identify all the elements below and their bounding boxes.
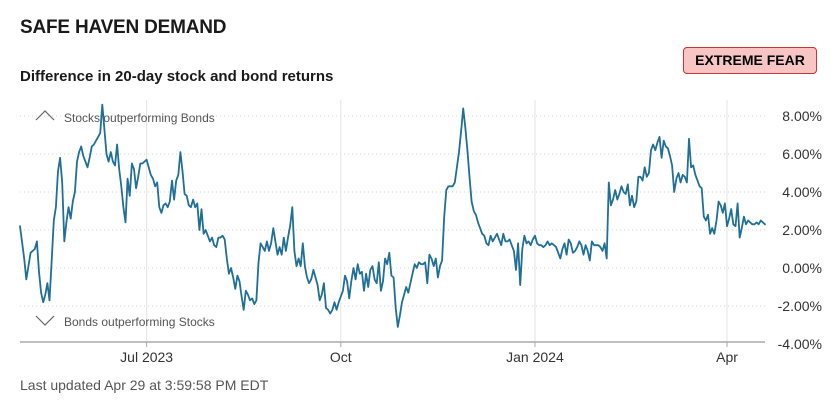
chart-subtitle: Difference in 20-day stock and bond retu… xyxy=(20,68,334,85)
chart-title: SAFE HAVEN DEMAND xyxy=(20,17,227,38)
fear-greed-badge: EXTREME FEAR xyxy=(683,47,817,74)
y-tick-label: 4.00% xyxy=(782,184,822,200)
annotation-lower: Bonds outperforming Stocks xyxy=(64,315,215,329)
y-tick-label: -2.00% xyxy=(778,298,822,314)
x-tick-label: Jul 2023 xyxy=(120,349,173,365)
x-tick-label: Oct xyxy=(330,349,352,365)
y-tick-label: 6.00% xyxy=(782,146,822,162)
y-tick-label: -4.00% xyxy=(778,336,822,352)
y-tick-label: 2.00% xyxy=(782,222,822,238)
y-axis: 8.00% 6.00% 4.00% 2.00% 0.00% -2.00% -4.00% xyxy=(778,108,822,352)
chevron-down-icon xyxy=(35,315,55,326)
chart-grid xyxy=(20,100,765,342)
x-axis: Jul 2023 Oct Jan 2024 Apr xyxy=(20,341,765,365)
x-tick-label: Apr xyxy=(716,349,738,365)
y-tick-label: 8.00% xyxy=(782,108,822,124)
series-line xyxy=(19,103,766,328)
x-tick-label: Jan 2024 xyxy=(506,349,564,365)
y-tick-label: 0.00% xyxy=(782,260,822,276)
chevron-up-icon xyxy=(35,110,55,121)
annotation-upper: Stocks outperforming Bonds xyxy=(64,111,215,125)
last-updated: Last updated Apr 29 at 3:59:58 PM EDT xyxy=(20,377,269,393)
